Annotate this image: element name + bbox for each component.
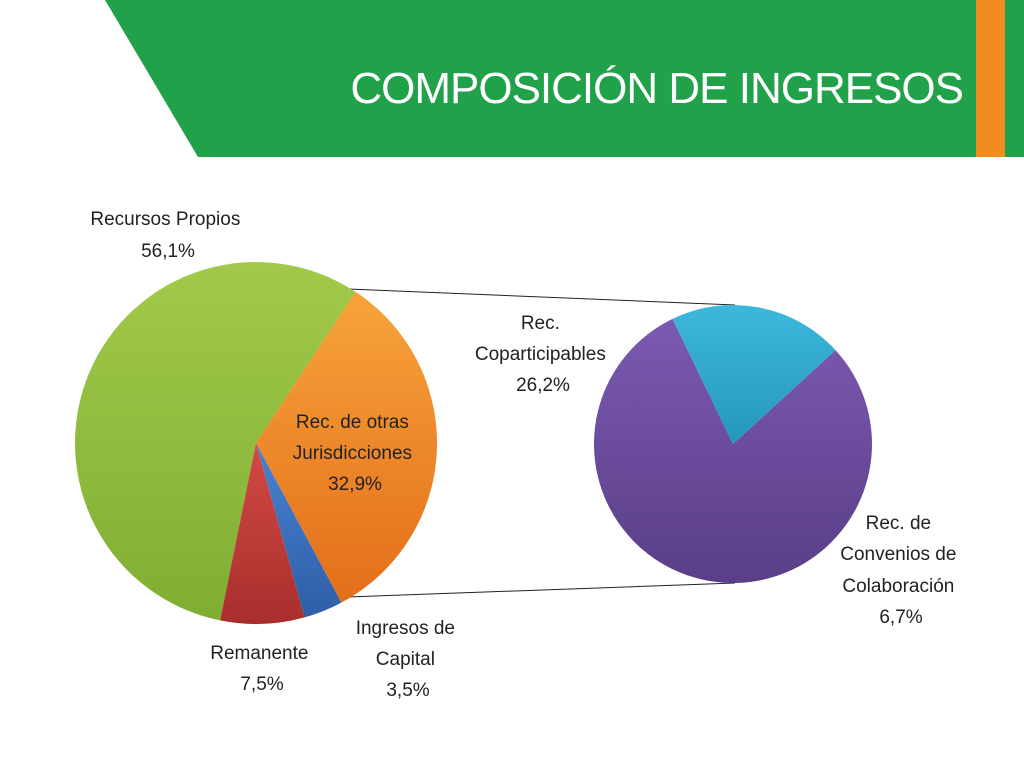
connector-line-bottom: [347, 582, 736, 598]
header-green-band: [105, 0, 1024, 157]
secondary-pie: [593, 305, 872, 584]
pie-slice-rec-de-otras-jurisdicciones: [256, 291, 438, 603]
header-banner: COMPOSICIÓN DE INGRESOS: [105, 0, 1024, 157]
pie-slice-rec-coparticipables: [593, 318, 872, 584]
pie-slice-ingresos-de-capital: [256, 443, 342, 618]
label-rec-coparticipables: Rec. Coparticipables 26,2%: [475, 313, 611, 396]
pie-slice-remanente: [220, 443, 305, 624]
label-remanente: Remanente 7,5%: [210, 643, 314, 695]
label-ingresos-de-capital: Ingresos de Capital 3,5%: [356, 618, 461, 701]
header-orange-accent: [976, 0, 1005, 157]
pie-slice-rec-de-convenios-de-colaboracion: [672, 305, 836, 444]
pie-slice-recursos-propios: [75, 261, 356, 621]
connector-lines: [347, 288, 736, 598]
main-pie: [75, 261, 438, 624]
label-recursos-propios: Recursos Propios 56,1%: [90, 209, 245, 262]
label-rec-otras-jurisdicciones: Rec. de otras Jurisdicciones 32,9%: [293, 412, 418, 495]
connector-line-top: [347, 288, 736, 306]
slide-title: COMPOSICIÓN DE INGRESOS: [350, 64, 963, 113]
label-rec-convenios-colaboracion: Rec. de Convenios de Colaboración 6,7%: [840, 513, 961, 628]
